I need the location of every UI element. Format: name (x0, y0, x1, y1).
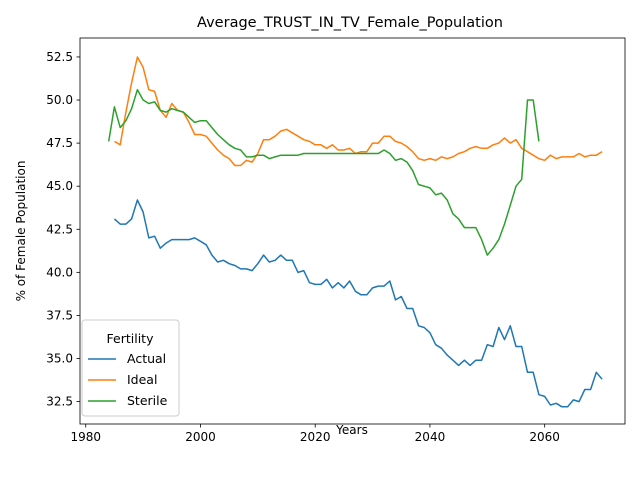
legend-label-actual: Actual (127, 351, 166, 366)
legend-entries: Actual Ideal Sterile (88, 351, 168, 408)
y-tick-label: 47.5 (46, 136, 73, 150)
x-axis-ticks: 1980 2000 2020 2040 2060 (70, 424, 560, 444)
series-line-actual (113, 199, 603, 408)
series-line-sterile (107, 88, 540, 256)
y-tick-label: 37.5 (46, 308, 73, 322)
plot-frame (79, 37, 626, 425)
chart-title: Average_TRUST_IN_TV_Female_Population (197, 15, 503, 31)
x-tick-label: 2020 (300, 430, 331, 444)
y-tick-label: 40.0 (46, 265, 73, 279)
x-tick-label: 2040 (415, 430, 446, 444)
y-tick-label: 32.5 (46, 395, 73, 409)
legend-title: Fertility (107, 331, 155, 346)
legend-label-ideal: Ideal (127, 372, 157, 387)
y-axis-ticks: 32.5 35.0 37.5 40.0 42.5 45.0 47.5 50.0 52.5 (46, 50, 80, 409)
y-tick-label: 50.0 (46, 93, 73, 107)
y-tick-label: 42.5 (46, 222, 73, 236)
y-tick-label: 52.5 (46, 50, 73, 64)
legend: Fertility Actual Ideal Sterile (81, 319, 180, 417)
x-tick-label: 1980 (70, 430, 101, 444)
y-tick-label: 35.0 (46, 352, 73, 366)
x-tick-label: 2000 (185, 430, 216, 444)
legend-box (81, 319, 180, 417)
plot-lines (107, 56, 603, 408)
x-tick-label: 2060 (529, 430, 560, 444)
y-tick-label: 45.0 (46, 179, 73, 193)
x-axis-label: Years (335, 423, 368, 437)
series-line-ideal (114, 56, 603, 167)
legend-label-sterile: Sterile (127, 393, 168, 408)
y-axis-label: % of Female Population (14, 161, 28, 302)
